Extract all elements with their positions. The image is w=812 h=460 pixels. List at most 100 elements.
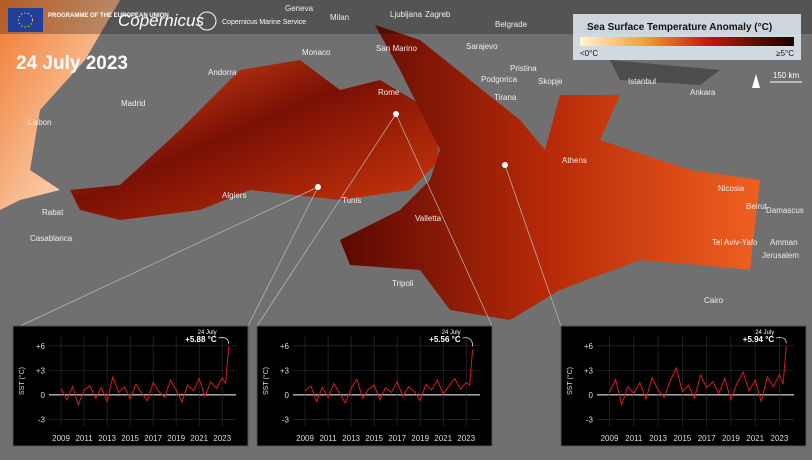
city: Ljubljana xyxy=(390,10,423,19)
annotation-date: 24 July xyxy=(442,330,461,336)
location-dot xyxy=(315,184,321,190)
annotation-arrow xyxy=(776,337,787,344)
y-axis-label: SST (°C) xyxy=(18,367,26,395)
legend-title: Sea Surface Temperature Anomaly (°C) xyxy=(587,22,772,33)
sst-line xyxy=(60,346,230,407)
city: Tripoli xyxy=(392,279,414,288)
x-tick-label: 2021 xyxy=(746,434,764,443)
city: Madrid xyxy=(121,99,145,108)
city: Beirut xyxy=(746,202,768,211)
marine-service: Copernicus Marine Service xyxy=(222,19,306,26)
city: Athens xyxy=(562,156,587,165)
city: Skopje xyxy=(538,77,563,86)
city: Rabat xyxy=(42,208,64,217)
annotation-date: 24 July xyxy=(198,330,217,336)
city: Tunis xyxy=(342,196,361,205)
annotation-arrow xyxy=(462,337,473,347)
city: Zagreb xyxy=(425,10,451,19)
y-axis-label: SST (°C) xyxy=(566,367,574,395)
eu-stars xyxy=(18,12,33,28)
western-basin xyxy=(70,60,440,220)
y-tick-label: +6 xyxy=(584,342,594,351)
x-tick-label: 2009 xyxy=(601,434,619,443)
y-tick-label: -3 xyxy=(282,415,290,424)
scale-label: 150 km xyxy=(773,71,800,80)
x-tick-label: 2017 xyxy=(388,434,406,443)
city: Pristina xyxy=(510,64,537,73)
city: Milan xyxy=(330,13,349,22)
city: Cairo xyxy=(704,296,724,305)
city: Nicosia xyxy=(718,184,745,193)
annotation-value: +5.88 °C xyxy=(185,335,217,344)
x-tick-label: 2023 xyxy=(457,434,475,443)
callout-line xyxy=(256,113,397,327)
x-tick-label: 2021 xyxy=(190,434,208,443)
inset-chart: SST (°C) +6 +3 0 -3 2009 2011 2013 2015 2017 2019 2… xyxy=(12,325,249,447)
annotation-value: +5.56 °C xyxy=(429,335,461,344)
city: Podgorica xyxy=(481,75,518,84)
date: 24 July 2023 xyxy=(16,53,128,74)
x-tick-label: 2009 xyxy=(296,434,314,443)
city: Tirana xyxy=(494,93,517,102)
x-tick-label: 2011 xyxy=(319,434,337,443)
city: Tel Aviv-Yafo xyxy=(712,238,758,247)
city: Istanbul xyxy=(628,77,656,86)
city: Casablanca xyxy=(30,234,73,243)
legend-colorbar xyxy=(580,37,794,46)
sst-line xyxy=(304,349,474,405)
eu-programme: PROGRAMME OF THE EUROPEAN UNION xyxy=(48,13,169,19)
city: Belgrade xyxy=(495,20,528,29)
y-tick-label: 0 xyxy=(285,391,290,400)
x-tick-label: 2011 xyxy=(625,434,643,443)
y-tick-label: +6 xyxy=(280,342,290,351)
cities: Geneva Milan Ljubljana Zagreb Belgrade M… xyxy=(28,4,804,305)
inset-chart: SST (°C) +6 +3 0 -3 2009 2011 2013 2015 2017 2019 2… xyxy=(256,325,493,447)
y-tick-label: 0 xyxy=(41,391,46,400)
legend-high: ≥5°C xyxy=(776,49,794,58)
x-tick-label: 2019 xyxy=(722,434,740,443)
x-tick-label: 2013 xyxy=(649,434,667,443)
y-tick-label: +6 xyxy=(36,342,46,351)
x-tick-label: 2015 xyxy=(121,434,139,443)
x-tick-label: 2013 xyxy=(342,434,360,443)
x-tick-label: 2023 xyxy=(771,434,789,443)
city: Sarajevo xyxy=(466,42,498,51)
x-tick-label: 2019 xyxy=(167,434,185,443)
x-tick-label: 2017 xyxy=(698,434,716,443)
city: Amman xyxy=(770,238,798,247)
y-tick-label: -3 xyxy=(38,415,46,424)
x-tick-label: 2009 xyxy=(52,434,70,443)
y-tick-label: +3 xyxy=(280,366,290,375)
annotation-date: 24 July xyxy=(755,330,774,336)
city: Jerusalem xyxy=(762,251,799,260)
city: Ankara xyxy=(690,88,716,97)
location-dot xyxy=(393,111,399,117)
city: Damascus xyxy=(766,206,804,215)
x-tick-label: 2019 xyxy=(411,434,429,443)
x-tick-label: 2013 xyxy=(98,434,116,443)
city: San Marino xyxy=(376,44,417,53)
x-tick-label: 2015 xyxy=(365,434,383,443)
city: Andorra xyxy=(208,68,237,77)
inset-background xyxy=(12,325,249,447)
callouts xyxy=(19,113,562,327)
x-tick-label: 2023 xyxy=(213,434,231,443)
city: Lisbon xyxy=(28,118,52,127)
legend-low: <0°C xyxy=(580,49,598,58)
y-tick-label: -3 xyxy=(586,415,594,424)
annotation-arrow xyxy=(218,337,229,344)
eu-flag xyxy=(8,8,43,32)
central-eastern-basin xyxy=(340,25,760,320)
sst-line xyxy=(609,346,787,407)
city: Algiers xyxy=(222,191,246,200)
y-tick-label: +3 xyxy=(36,366,46,375)
north-arrow xyxy=(752,74,760,88)
location-dot xyxy=(502,162,508,168)
callout-line xyxy=(504,164,562,327)
inset-chart: SST (°C) +6 +3 0 -3 2009 2011 2013 2015 2017 2019 2… xyxy=(560,325,807,447)
city: Valletta xyxy=(415,214,442,223)
annotation-value: +5.94 °C xyxy=(743,335,775,344)
city: Monaco xyxy=(302,48,331,57)
